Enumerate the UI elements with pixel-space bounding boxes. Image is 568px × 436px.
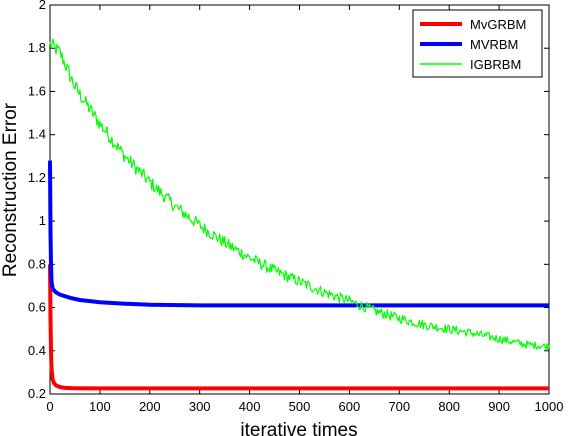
legend-label-mvgrbm: MvGRBM — [470, 17, 526, 32]
x-tick-label: 800 — [438, 399, 460, 414]
y-tick-label: 0.4 — [28, 343, 46, 358]
y-axis-ticks: 0.2 0.4 0.6 0.8 1 1.2 1.4 1.6 1.8 2 — [28, 0, 549, 401]
y-axis-title: Reconstruction Error — [0, 102, 21, 277]
y-tick-label: 1.8 — [28, 40, 46, 55]
y-tick-label: 2 — [39, 0, 46, 12]
legend-label-igbrbm: IGBRBM — [470, 57, 521, 72]
x-tick-label: 500 — [289, 399, 311, 414]
x-tick-label: 900 — [488, 399, 510, 414]
legend: MvGRBM MVRBM IGBRBM — [412, 9, 543, 78]
y-tick-label: 0.6 — [28, 300, 46, 315]
y-tick-label: 0.8 — [28, 256, 46, 271]
x-tick-label: 700 — [388, 399, 410, 414]
x-tick-label: 0 — [46, 399, 53, 414]
x-tick-label: 600 — [339, 399, 361, 414]
x-tick-label: 1000 — [535, 399, 564, 414]
series-layer — [48, 38, 550, 391]
x-tick-label: 400 — [239, 399, 261, 414]
y-tick-label: 1.6 — [28, 83, 46, 98]
series-line-mvgrbm — [48, 264, 549, 391]
y-tick-label: 0.2 — [28, 386, 46, 401]
legend-label-mvrbm: MVRBM — [470, 37, 518, 52]
x-tick-label: 200 — [139, 399, 161, 414]
x-axis-title: iterative times — [240, 420, 357, 436]
x-tick-label: 300 — [189, 399, 211, 414]
y-tick-label: 1.4 — [28, 127, 46, 142]
x-tick-label: 100 — [89, 399, 111, 414]
series-line-igbrbm — [49, 38, 550, 351]
x-axis-ticks: 0 100 200 300 400 500 600 700 800 900 1000 — [46, 5, 563, 414]
y-tick-label: 1.2 — [28, 170, 46, 185]
series-line-mvrbm — [48, 160, 549, 308]
y-tick-label: 1 — [39, 213, 46, 228]
